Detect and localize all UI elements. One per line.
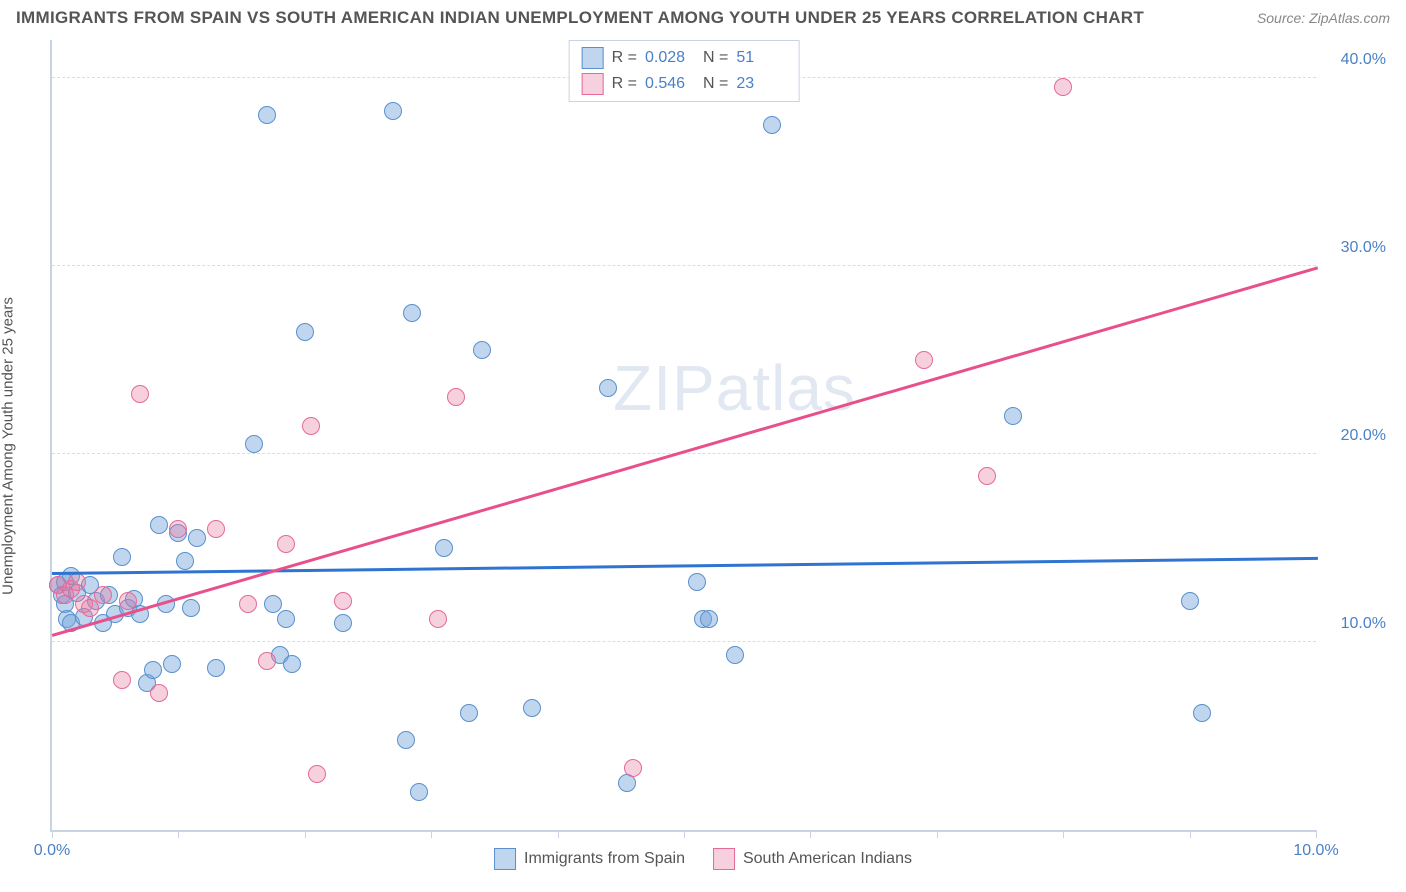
scatter-point xyxy=(113,671,131,689)
x-tick xyxy=(937,830,938,838)
scatter-point xyxy=(429,610,447,628)
legend-series-label: South American Indians xyxy=(743,850,912,868)
legend-n-value: 23 xyxy=(736,75,786,93)
x-tick-label: 0.0% xyxy=(34,842,70,860)
y-tick-label: 20.0% xyxy=(1326,427,1386,445)
legend-n-label: N = xyxy=(703,49,728,67)
scatter-point xyxy=(403,304,421,322)
scatter-point xyxy=(1054,78,1072,96)
scatter-point xyxy=(264,595,282,613)
scatter-point xyxy=(915,351,933,369)
legend-swatch-icon xyxy=(582,73,604,95)
scatter-point xyxy=(245,435,263,453)
scatter-point xyxy=(334,614,352,632)
scatter-point xyxy=(688,573,706,591)
scatter-point xyxy=(150,684,168,702)
scatter-point xyxy=(150,516,168,534)
scatter-point xyxy=(308,765,326,783)
x-tick xyxy=(684,830,685,838)
chart-container: ZIPatlas R =0.028N =51R =0.546N =23 10.0… xyxy=(50,40,1316,832)
scatter-point xyxy=(283,655,301,673)
scatter-point xyxy=(302,417,320,435)
scatter-point xyxy=(68,573,86,591)
legend-swatch-icon xyxy=(713,848,735,870)
legend-series-label: Immigrants from Spain xyxy=(524,850,685,868)
scatter-point xyxy=(397,731,415,749)
x-tick xyxy=(305,830,306,838)
legend-series-item: South American Indians xyxy=(713,848,912,870)
x-tick xyxy=(1063,830,1064,838)
chart-title: IMMIGRANTS FROM SPAIN VS SOUTH AMERICAN … xyxy=(16,8,1144,28)
scatter-point xyxy=(176,552,194,570)
y-axis-label: Unemployment Among Youth under 25 years xyxy=(0,297,17,595)
scatter-point xyxy=(113,548,131,566)
x-tick xyxy=(1190,830,1191,838)
scatter-point xyxy=(410,783,428,801)
trend-line-pink xyxy=(52,266,1319,636)
scatter-point xyxy=(131,385,149,403)
legend-correlation-row: R = 0.028 N = 51 xyxy=(582,45,787,71)
gridline xyxy=(52,641,1316,642)
scatter-point xyxy=(169,520,187,538)
trend-line-blue xyxy=(52,557,1318,575)
x-tick-label: 10.0% xyxy=(1293,842,1338,860)
chart-header: IMMIGRANTS FROM SPAIN VS SOUTH AMERICAN … xyxy=(16,8,1390,28)
gridline xyxy=(52,265,1316,266)
scatter-point xyxy=(700,610,718,628)
scatter-point xyxy=(384,102,402,120)
scatter-point xyxy=(599,379,617,397)
legend-series-item: Immigrants from Spain xyxy=(494,848,685,870)
scatter-point xyxy=(460,704,478,722)
legend-correlation: R = 0.028 N = 51 R = 0.546 N = 23 xyxy=(569,40,800,102)
plot-area: ZIPatlas R =0.028N =51R =0.546N =23 10.0… xyxy=(50,40,1316,832)
legend-series: Immigrants from Spain South American Indi… xyxy=(494,848,912,870)
scatter-point xyxy=(473,341,491,359)
scatter-point xyxy=(207,520,225,538)
scatter-point xyxy=(163,655,181,673)
x-tick xyxy=(178,830,179,838)
legend-r-label: R = xyxy=(612,49,637,67)
legend-r-value: 0.028 xyxy=(645,49,695,67)
x-tick xyxy=(431,830,432,838)
scatter-point xyxy=(1004,407,1022,425)
scatter-point xyxy=(296,323,314,341)
scatter-point xyxy=(447,388,465,406)
x-tick xyxy=(558,830,559,838)
scatter-point xyxy=(144,661,162,679)
legend-correlation-row: R = 0.546 N = 23 xyxy=(582,71,787,97)
scatter-point xyxy=(119,592,137,610)
scatter-point xyxy=(624,759,642,777)
legend-n-value: 51 xyxy=(736,49,786,67)
scatter-point xyxy=(182,599,200,617)
legend-swatch-icon xyxy=(494,848,516,870)
scatter-point xyxy=(1193,704,1211,722)
scatter-point xyxy=(277,535,295,553)
legend-r-value: 0.546 xyxy=(645,75,695,93)
y-tick-label: 10.0% xyxy=(1326,615,1386,633)
scatter-point xyxy=(277,610,295,628)
x-tick xyxy=(810,830,811,838)
y-tick-label: 40.0% xyxy=(1326,51,1386,69)
scatter-point xyxy=(188,529,206,547)
scatter-point xyxy=(258,106,276,124)
scatter-point xyxy=(1181,592,1199,610)
scatter-point xyxy=(435,539,453,557)
scatter-point xyxy=(207,659,225,677)
y-tick-label: 30.0% xyxy=(1326,239,1386,257)
source-attribution: Source: ZipAtlas.com xyxy=(1257,10,1390,26)
legend-r-label: R = xyxy=(612,75,637,93)
x-tick xyxy=(1316,830,1317,838)
x-tick xyxy=(52,830,53,838)
legend-swatch-icon xyxy=(582,47,604,69)
scatter-point xyxy=(726,646,744,664)
scatter-point xyxy=(258,652,276,670)
scatter-point xyxy=(523,699,541,717)
scatter-point xyxy=(239,595,257,613)
scatter-point xyxy=(334,592,352,610)
scatter-point xyxy=(978,467,996,485)
scatter-point xyxy=(94,586,112,604)
scatter-point xyxy=(763,116,781,134)
legend-n-label: N = xyxy=(703,75,728,93)
